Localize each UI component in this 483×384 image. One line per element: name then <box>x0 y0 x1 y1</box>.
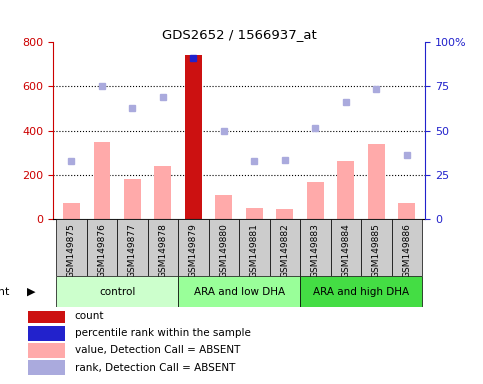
Bar <box>215 195 232 219</box>
Text: GSM149877: GSM149877 <box>128 223 137 278</box>
Text: GSM149882: GSM149882 <box>280 223 289 278</box>
Text: GSM149876: GSM149876 <box>98 223 106 278</box>
Bar <box>209 219 239 276</box>
Bar <box>178 276 300 307</box>
Text: ▶: ▶ <box>27 287 36 297</box>
Bar <box>300 276 422 307</box>
Bar <box>300 219 330 276</box>
Bar <box>56 219 86 276</box>
Text: rank, Detection Call = ABSENT: rank, Detection Call = ABSENT <box>74 363 235 373</box>
Bar <box>239 219 270 276</box>
Text: GSM149880: GSM149880 <box>219 223 228 278</box>
Title: GDS2652 / 1566937_at: GDS2652 / 1566937_at <box>162 28 316 41</box>
Bar <box>338 161 354 219</box>
Bar <box>155 166 171 219</box>
Bar <box>86 219 117 276</box>
Bar <box>28 308 65 323</box>
Bar <box>28 326 65 341</box>
Text: percentile rank within the sample: percentile rank within the sample <box>74 328 251 338</box>
Bar <box>63 204 80 219</box>
Text: GSM149875: GSM149875 <box>67 223 76 278</box>
Bar <box>392 219 422 276</box>
Bar <box>124 179 141 219</box>
Bar <box>117 219 148 276</box>
Text: count: count <box>74 311 104 321</box>
Bar <box>307 182 324 219</box>
Text: GSM149885: GSM149885 <box>372 223 381 278</box>
Text: control: control <box>99 287 135 297</box>
Text: agent: agent <box>0 287 10 297</box>
Text: ARA and low DHA: ARA and low DHA <box>194 287 284 297</box>
Text: ARA and high DHA: ARA and high DHA <box>313 287 409 297</box>
Text: GSM149884: GSM149884 <box>341 223 350 278</box>
Bar <box>276 209 293 219</box>
Text: GSM149881: GSM149881 <box>250 223 259 278</box>
Bar <box>178 219 209 276</box>
Text: value, Detection Call = ABSENT: value, Detection Call = ABSENT <box>74 346 240 356</box>
Text: GSM149883: GSM149883 <box>311 223 320 278</box>
Bar <box>270 219 300 276</box>
Bar <box>28 343 65 358</box>
Bar <box>28 360 65 375</box>
Bar <box>398 204 415 219</box>
Bar <box>94 142 110 219</box>
Text: GSM149879: GSM149879 <box>189 223 198 278</box>
Text: GSM149878: GSM149878 <box>158 223 168 278</box>
Bar <box>56 276 178 307</box>
Bar <box>185 56 202 219</box>
Bar <box>246 208 263 219</box>
Bar <box>361 219 392 276</box>
Bar <box>330 219 361 276</box>
Bar <box>148 219 178 276</box>
Text: GSM149886: GSM149886 <box>402 223 411 278</box>
Bar <box>368 144 384 219</box>
